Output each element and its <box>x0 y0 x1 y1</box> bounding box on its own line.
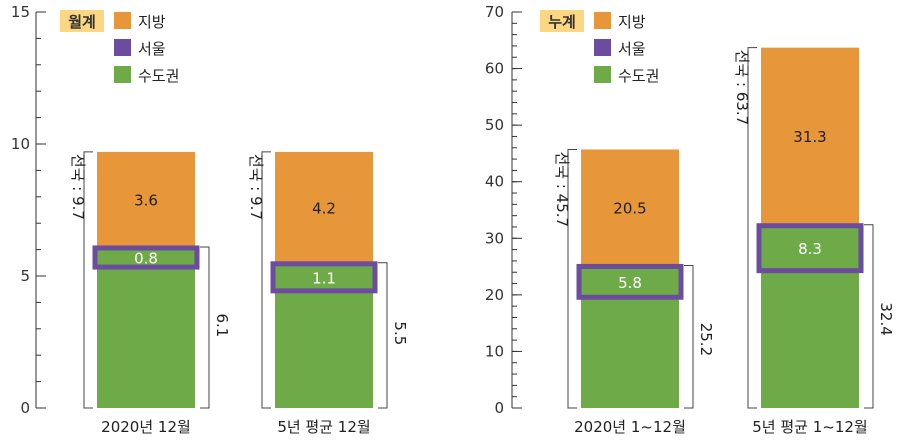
seoul-value-label: 5.8 <box>618 274 642 292</box>
sudogwon-value-label: 5.5 <box>391 321 409 345</box>
x-category-label: 5년 평균 1~12월 <box>752 418 867 436</box>
sudogwon-value-label: 25.2 <box>697 323 715 356</box>
y-tick-label: 0 <box>20 399 30 417</box>
legend-label: 서울 <box>138 40 166 58</box>
bar-jibang <box>761 47 859 225</box>
y-tick-label: 5 <box>20 267 30 285</box>
y-tick-label: 60 <box>485 60 504 78</box>
x-category-label: 2020년 12월 <box>101 418 191 436</box>
total-bracket <box>83 151 93 409</box>
bar-jibang <box>275 151 373 263</box>
bar-jibang <box>97 151 195 247</box>
total-bracket <box>747 47 757 409</box>
y-tick-label: 20 <box>485 286 504 304</box>
jibang-value-label: 31.3 <box>793 128 826 146</box>
y-tick-label: 0 <box>494 399 504 417</box>
bar-sudogwon <box>275 262 373 408</box>
x-category-label: 2020년 1~12월 <box>574 418 686 436</box>
bar-sudogwon <box>761 224 859 408</box>
jibang-value-label: 4.2 <box>312 199 336 217</box>
period-badge-label: 누계 <box>548 13 576 31</box>
y-tick-label: 10 <box>11 135 30 153</box>
y-tick-label: 50 <box>485 116 504 134</box>
legend-label: 수도권 <box>618 67 659 85</box>
period-badge-bg <box>540 10 584 32</box>
total-bracket <box>261 151 271 409</box>
legend-label: 지방 <box>138 13 166 31</box>
y-tick-label: 15 <box>11 3 30 21</box>
total-value-label: 전국 : 63.7 <box>733 50 751 126</box>
y-tick-label: 70 <box>485 3 504 21</box>
jibang-value-label: 20.5 <box>613 199 646 217</box>
legend-swatch <box>114 12 131 29</box>
y-tick-label: 40 <box>485 173 504 191</box>
sudogwon-value-label: 6.1 <box>213 313 231 337</box>
sudogwon-bracket <box>684 264 694 409</box>
y-tick-label: 10 <box>485 342 504 360</box>
bar-sudogwon <box>581 265 679 408</box>
period-badge-label: 월계 <box>68 13 96 31</box>
jibang-value-label: 3.6 <box>134 191 158 209</box>
legend-swatch <box>594 39 611 56</box>
legend-swatch <box>594 66 611 83</box>
bar-seoul-outline <box>92 245 200 270</box>
sudogwon-bracket <box>864 224 874 409</box>
legend-label: 지방 <box>618 13 646 31</box>
seoul-value-label: 1.1 <box>312 269 336 287</box>
x-category-label: 5년 평균 12월 <box>277 418 370 436</box>
legend-label: 수도권 <box>138 67 179 85</box>
bar-seoul-outline <box>576 263 684 300</box>
bar-jibang <box>581 149 679 266</box>
total-value-label: 전국 : 45.7 <box>553 151 571 227</box>
legend-swatch <box>594 12 611 29</box>
seoul-value-label: 8.3 <box>798 240 822 258</box>
seoul-value-label: 0.8 <box>134 250 158 268</box>
bar-seoul-outline <box>756 223 864 274</box>
total-value-label: 전국 : 9.7 <box>69 154 87 220</box>
bar-seoul-outline <box>270 261 378 294</box>
legend-label: 서울 <box>618 40 646 58</box>
legend-swatch <box>114 66 131 83</box>
sudogwon-bracket <box>378 262 388 409</box>
bar-sudogwon <box>97 246 195 408</box>
total-value-label: 전국 : 9.7 <box>247 154 265 220</box>
sudogwon-bracket <box>200 246 210 409</box>
y-tick-label: 30 <box>485 229 504 247</box>
legend-swatch <box>114 39 131 56</box>
period-badge-bg <box>60 10 104 32</box>
total-bracket <box>567 148 577 409</box>
sudogwon-value-label: 32.4 <box>877 302 895 335</box>
